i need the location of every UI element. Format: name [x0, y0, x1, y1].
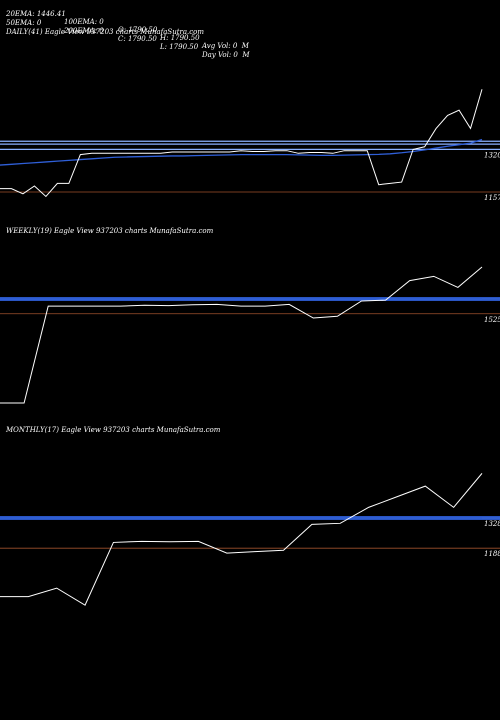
daily-price-line — [0, 89, 483, 198]
weekly-level-label: 1525 — [484, 316, 500, 324]
monthly-price-line — [0, 473, 483, 606]
low-value: L: 1790.50 — [160, 43, 199, 51]
ema200-value: 200EMA: 0 — [64, 27, 104, 35]
weekly-chart: 1525 — [0, 266, 500, 404]
open-value: O: 1790.50 — [118, 26, 158, 34]
close-value: C: 1790.50 — [118, 35, 157, 43]
high-value: H: 1790.50 — [160, 34, 200, 42]
monthly-chart-title: MONTHLY(17) Eagle View 937203 charts Mun… — [6, 426, 221, 434]
weekly-chart-title: WEEKLY(19) Eagle View 937203 charts Muna… — [6, 227, 214, 235]
ema50-value: 50EMA: 0 — [6, 19, 42, 27]
avg-vol-value: Avg Vol: 0 M — [202, 42, 249, 50]
daily-ema-line — [0, 138, 483, 166]
day-vol-value: Day Vol: 0 M — [202, 51, 250, 59]
monthly-level-label: 1188 — [484, 550, 500, 558]
monthly-level-label: 1328 — [484, 520, 500, 528]
daily-level-label: 1157 — [484, 194, 500, 202]
header-row-2: 50EMA: 0 200EMA: 0 C: 1790.50 L: 1790.50… — [6, 11, 250, 59]
daily-chart: 1320 1157 — [0, 89, 500, 202]
daily-level-label: 1320 — [484, 151, 500, 159]
ema20-value: 20EMA: 1446.41 — [6, 10, 66, 18]
ema100-value: 100EMA: 0 — [64, 18, 104, 26]
header-row-1: 20EMA: 1446.41 100EMA: 0 O: 1790.50 H: 1… — [6, 2, 249, 50]
daily-chart-title: DAILY(41) Eagle View 937203 charts Munaf… — [6, 28, 205, 36]
monthly-chart: 1328 1188 — [0, 473, 500, 606]
weekly-price-line — [0, 266, 483, 404]
